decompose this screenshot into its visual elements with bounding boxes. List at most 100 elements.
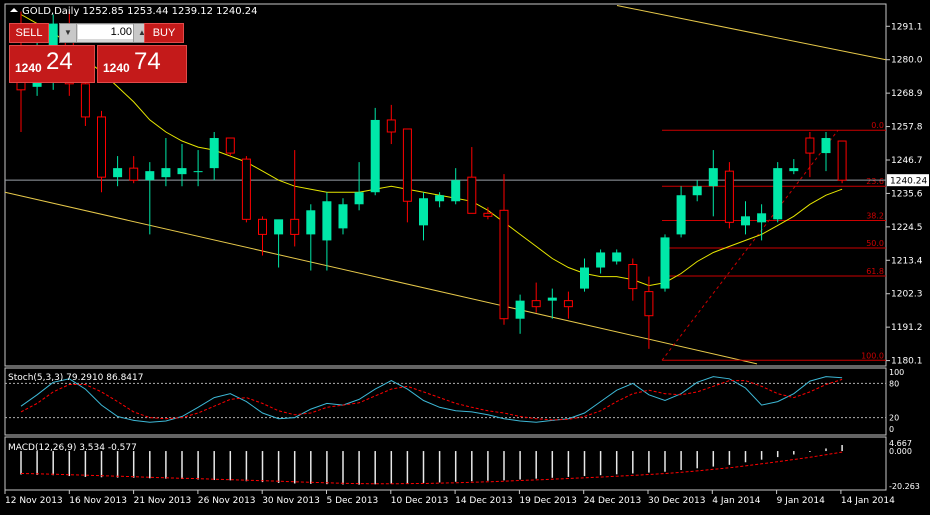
candle-body xyxy=(467,176,477,214)
stoch-main-line xyxy=(20,376,843,423)
date-tick-label: 5 Dec 2013 xyxy=(327,496,379,506)
macd-tick-label: 0.000 xyxy=(889,447,912,456)
candle xyxy=(258,216,267,256)
candle xyxy=(580,258,589,292)
candle xyxy=(741,201,750,235)
candle xyxy=(113,156,123,187)
candle xyxy=(644,276,654,349)
date-tick-label: 19 Dec 2013 xyxy=(519,496,577,506)
lower-channel-line xyxy=(4,191,758,365)
candle-body xyxy=(241,158,251,220)
candle xyxy=(612,249,622,265)
candle xyxy=(451,168,461,205)
sell-price[interactable]: 1240 24 xyxy=(9,45,95,83)
candle xyxy=(290,150,300,247)
candle-body xyxy=(499,209,509,320)
candle xyxy=(821,131,831,172)
candle-body xyxy=(193,171,203,173)
stoch-pane-frame xyxy=(4,367,887,436)
fib-level-label: 38.2 xyxy=(866,212,884,221)
candle xyxy=(419,192,428,241)
candle xyxy=(161,138,171,187)
candle xyxy=(225,137,235,157)
candle xyxy=(145,162,155,235)
upper-channel-line xyxy=(616,5,887,61)
candle xyxy=(97,110,106,193)
candle-body xyxy=(724,170,734,223)
candle-body xyxy=(435,195,445,202)
date-tick-label: 26 Nov 2013 xyxy=(198,496,256,506)
candle xyxy=(547,288,557,319)
candle-body xyxy=(209,138,219,169)
date-tick-label: 12 Nov 2013 xyxy=(5,496,63,506)
candle-body xyxy=(531,300,541,308)
candle xyxy=(435,192,445,208)
candle-body xyxy=(708,168,718,187)
price-tick-label: 1280.0 xyxy=(891,56,923,66)
candle-body xyxy=(113,168,123,178)
fib-level-label: 50.0 xyxy=(866,239,884,248)
candle xyxy=(628,258,638,301)
candle xyxy=(354,162,364,211)
candle-body xyxy=(692,186,702,196)
macd-tick-label: -20.263 xyxy=(889,482,920,491)
candle-body xyxy=(258,218,267,235)
candle xyxy=(757,204,767,241)
buy-price[interactable]: 1240 74 xyxy=(97,45,187,83)
candle-body xyxy=(837,140,847,181)
date-tick-label: 9 Jan 2014 xyxy=(777,496,825,506)
candle xyxy=(322,192,332,271)
stoch-tick-label: 0 xyxy=(889,425,894,434)
candle-body xyxy=(354,192,364,205)
candle xyxy=(596,249,606,274)
candle xyxy=(241,156,251,223)
fib-trend-line xyxy=(661,129,839,361)
candle xyxy=(724,162,734,229)
candle-body xyxy=(129,167,139,181)
candle xyxy=(660,234,670,292)
candle-body xyxy=(290,218,300,235)
candle-body xyxy=(225,137,235,154)
candle xyxy=(789,159,799,175)
macd-signal-line xyxy=(20,451,843,485)
sell-price-pips: 24 xyxy=(46,48,73,75)
candle-body xyxy=(660,237,670,289)
candle-body xyxy=(805,137,815,154)
date-tick-label: 14 Dec 2013 xyxy=(455,496,512,506)
candle-body xyxy=(580,267,589,289)
price-tick-label: 1180.1 xyxy=(891,357,923,367)
candle-body xyxy=(48,23,58,60)
candle-body xyxy=(338,204,348,229)
candle-body xyxy=(402,128,412,202)
candle xyxy=(386,104,396,145)
buy-price-prefix: 1240 xyxy=(103,61,130,75)
lot-size-input[interactable] xyxy=(78,25,134,39)
candle-body xyxy=(547,297,557,301)
stoch-signal-line xyxy=(20,378,843,421)
current-price-box xyxy=(887,174,929,187)
candle-body xyxy=(515,300,525,319)
sell-button[interactable]: SELL xyxy=(9,23,49,43)
price-tick-label: 1224.5 xyxy=(891,223,923,233)
candle-body xyxy=(789,168,799,172)
lot-down-icon[interactable]: ▼ xyxy=(60,24,77,42)
candle-body xyxy=(80,83,90,118)
sell-price-prefix: 1240 xyxy=(15,61,42,75)
stoch-tick-label: 20 xyxy=(889,414,899,423)
candle xyxy=(805,131,815,178)
candle-body xyxy=(177,168,187,175)
stoch-tick-label: 100 xyxy=(889,368,904,377)
candle-body xyxy=(97,116,106,178)
date-tick-label: 4 Jan 2014 xyxy=(712,496,760,506)
candle xyxy=(773,162,783,223)
date-tick-label: 24 Dec 2013 xyxy=(584,496,642,506)
candle xyxy=(499,174,509,325)
price-tick-label: 1213.4 xyxy=(891,256,923,266)
candle-body xyxy=(773,168,783,220)
buy-button[interactable]: BUY xyxy=(144,23,184,43)
candle xyxy=(483,207,493,220)
candle-body xyxy=(612,252,622,262)
lot-size-control: ▼ ▲ xyxy=(59,23,151,43)
stoch-tick-label: 80 xyxy=(889,379,899,388)
